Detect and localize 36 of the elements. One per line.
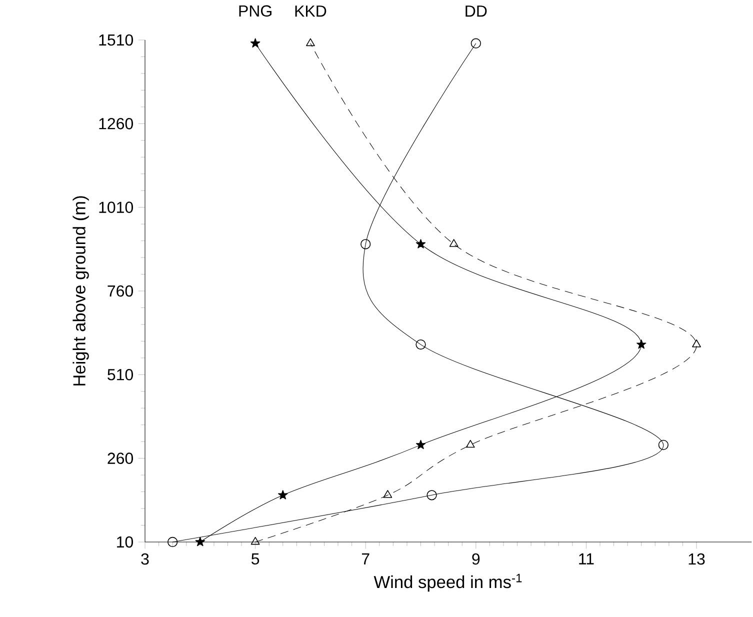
series-label: DD bbox=[466, 6, 487, 17]
point bbox=[250, 536, 260, 545]
x-tick-label: 11 bbox=[579, 553, 594, 564]
x-tick-label: 13 bbox=[688, 553, 705, 565]
x-tick-label: 7 bbox=[362, 553, 370, 564]
point bbox=[278, 490, 288, 500]
point bbox=[416, 239, 426, 248]
point bbox=[416, 440, 426, 450]
point bbox=[360, 239, 371, 250]
y-tick-label: 1510 bbox=[99, 34, 134, 46]
point bbox=[306, 38, 315, 46]
x-axis-title: Wind speed in ms$^{-1}$ bbox=[374, 574, 522, 592]
point bbox=[692, 339, 701, 348]
x-tick-label: 5 bbox=[252, 553, 260, 565]
point bbox=[416, 339, 426, 350]
y-tick-label: 1260 bbox=[99, 118, 134, 130]
x-tick-label: 9 bbox=[472, 553, 480, 565]
point bbox=[250, 38, 260, 48]
series-label: KKD bbox=[295, 6, 326, 17]
y-tick-label: 760 bbox=[108, 285, 134, 297]
point bbox=[426, 490, 437, 500]
point bbox=[168, 536, 178, 548]
x-tick-label: 3 bbox=[141, 553, 149, 565]
y-tick-label: 10 bbox=[117, 536, 134, 548]
point bbox=[383, 490, 392, 498]
y-axis-title: Height above ground (m) bbox=[72, 196, 89, 386]
point bbox=[466, 440, 475, 448]
point bbox=[636, 339, 646, 349]
y-tick-label: 260 bbox=[108, 452, 134, 464]
point bbox=[658, 440, 668, 450]
point bbox=[470, 38, 481, 48]
point bbox=[195, 536, 205, 546]
y-tick-label: 1010 bbox=[99, 202, 134, 213]
series-label: PNG bbox=[239, 5, 272, 17]
point bbox=[449, 239, 458, 247]
y-tick-label: 510 bbox=[108, 368, 134, 380]
